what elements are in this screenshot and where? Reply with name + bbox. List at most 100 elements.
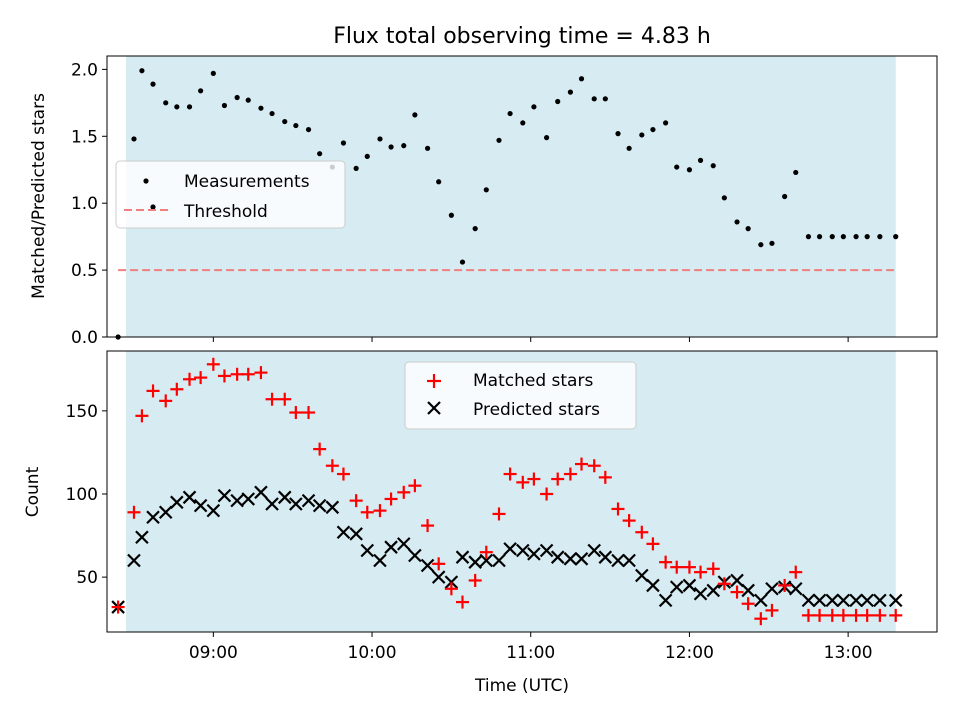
bottom-legend-box bbox=[404, 361, 637, 430]
matched-star-point bbox=[336, 467, 350, 481]
measurement-point bbox=[210, 70, 216, 76]
matched-star-point bbox=[111, 600, 125, 614]
predicted-star-point bbox=[325, 500, 340, 515]
matched-star-point bbox=[254, 366, 268, 380]
predicted-star-point bbox=[127, 553, 141, 568]
measurement-point bbox=[424, 145, 431, 151]
matched-star-point bbox=[455, 595, 469, 609]
predicted-star-point bbox=[455, 550, 470, 564]
predicted-star-point bbox=[741, 583, 755, 598]
predicted-star-point bbox=[217, 488, 232, 503]
measurement-point bbox=[602, 96, 608, 102]
measurement-point bbox=[448, 212, 454, 218]
predicted-star-point bbox=[611, 553, 625, 568]
matched-star-point bbox=[659, 555, 673, 569]
measurement-point bbox=[198, 88, 204, 94]
predicted-star-point bbox=[706, 583, 721, 598]
measurement-point bbox=[174, 104, 180, 110]
measurement-point bbox=[531, 104, 537, 110]
predicted-star-point bbox=[265, 497, 279, 511]
matched-star-point bbox=[217, 369, 231, 383]
matched-star-point bbox=[230, 367, 244, 381]
measurement-point bbox=[483, 187, 489, 193]
matched-star-point bbox=[159, 394, 173, 408]
predicted-star-point bbox=[669, 580, 684, 594]
predicted-star-point bbox=[349, 527, 363, 541]
matched-star-point bbox=[563, 467, 577, 481]
predicted-star-point bbox=[682, 578, 697, 593]
measurement-point bbox=[782, 193, 788, 200]
top-panel: 0.00.51.01.52.0 Matched/Predicted stars … bbox=[29, 55, 938, 348]
matched-star-point bbox=[349, 494, 363, 508]
measurement-point bbox=[353, 165, 359, 171]
predicted-star-point bbox=[598, 550, 613, 564]
matched-star-point bbox=[646, 537, 660, 551]
matched-star-point bbox=[635, 525, 649, 539]
predicted-star-point bbox=[289, 497, 303, 511]
matched-star-point bbox=[789, 565, 803, 579]
predicted-star-point bbox=[860, 593, 874, 608]
predicted-star-point bbox=[182, 490, 197, 505]
predicted-star-point bbox=[431, 570, 446, 584]
predicted-star-point bbox=[825, 593, 840, 608]
bottom-x-ticks: 09:00 10:00 11:00 12:00 13:00 bbox=[189, 632, 873, 663]
predicted-star-point bbox=[254, 485, 268, 500]
measurement-point bbox=[555, 98, 561, 105]
measurement-point bbox=[686, 167, 693, 173]
measurement-point bbox=[805, 234, 812, 240]
matched-star-point bbox=[516, 475, 530, 489]
measurement-point bbox=[507, 110, 513, 117]
top-legend-box bbox=[115, 160, 346, 229]
measurement-point bbox=[163, 100, 169, 106]
predicted-star-point bbox=[539, 543, 554, 558]
predicted-star-point bbox=[622, 553, 636, 568]
measurement-point bbox=[305, 126, 312, 133]
bottom-y-tick-label: 100 bbox=[66, 485, 98, 505]
predicted-star-point bbox=[146, 510, 160, 525]
predicted-star-point bbox=[888, 593, 903, 608]
bottom-y-tick-label: 150 bbox=[66, 402, 98, 422]
predicted-star-point bbox=[241, 492, 256, 506]
top-x-ticks bbox=[212, 337, 849, 342]
legend-threshold-label: Threshold bbox=[183, 202, 268, 222]
top-y-tick-label: 2.0 bbox=[71, 60, 98, 80]
measurement-point bbox=[567, 89, 574, 95]
predicted-star-point bbox=[801, 593, 816, 608]
matched-star-point bbox=[730, 585, 744, 599]
measurement-point bbox=[769, 240, 775, 246]
matched-star-point bbox=[432, 557, 446, 571]
predicted-star-point bbox=[135, 530, 149, 545]
predicted-star-point bbox=[373, 553, 387, 568]
legend-predicted-marker bbox=[427, 401, 441, 415]
predicted-star-point bbox=[312, 498, 327, 513]
measurement-point bbox=[282, 118, 288, 125]
predicted-star-point bbox=[396, 537, 411, 551]
legend-matched-label: Matched stars bbox=[473, 371, 593, 391]
matched-star-point bbox=[670, 560, 684, 574]
matched-star-point bbox=[302, 406, 316, 420]
matched-star-point bbox=[754, 612, 768, 626]
matched-star-point bbox=[444, 582, 458, 596]
measurement-point bbox=[710, 163, 716, 169]
bottom-y-ticks: 50 100 150 bbox=[66, 402, 107, 588]
predicted-star-point bbox=[384, 540, 398, 554]
measurement-point bbox=[520, 120, 526, 126]
predicted-star-point bbox=[193, 498, 208, 513]
legend-measurement-marker bbox=[143, 178, 149, 184]
measurement-point bbox=[139, 68, 145, 74]
legend-measurements-label: Measurements bbox=[184, 172, 310, 192]
measurement-point bbox=[663, 120, 669, 126]
matched-star-point bbox=[183, 372, 197, 386]
measurement-point bbox=[401, 143, 407, 149]
legend-measurement-marker bbox=[150, 204, 156, 210]
predicted-star-point bbox=[479, 553, 494, 568]
matched-star-point bbox=[313, 442, 327, 456]
matched-star-point bbox=[127, 505, 141, 519]
matched-star-point bbox=[801, 608, 815, 622]
measurement-point bbox=[853, 234, 859, 240]
predicted-star-point bbox=[788, 581, 803, 596]
measurement-point bbox=[221, 102, 228, 109]
matched-star-point bbox=[860, 608, 874, 622]
predicted-star-point bbox=[550, 550, 565, 564]
